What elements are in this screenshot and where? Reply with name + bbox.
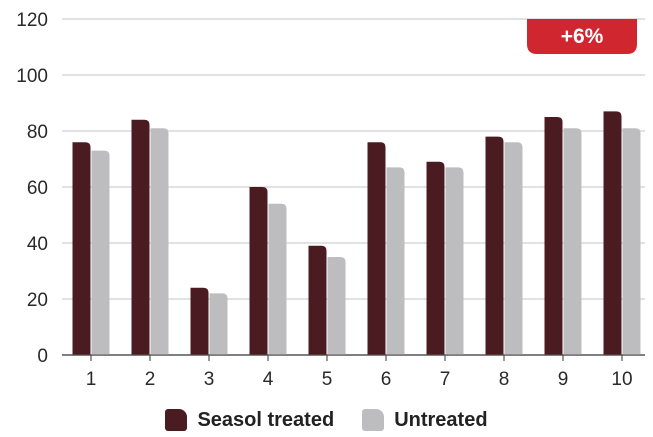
bar-seasol-treated <box>131 119 150 355</box>
y-tick-label: 20 <box>27 290 48 311</box>
x-tick-label: 4 <box>263 369 274 390</box>
bar-untreated <box>91 150 110 355</box>
legend-swatch-seasol-treated <box>165 409 188 431</box>
bar-seasol-treated <box>308 245 327 355</box>
y-tick-label: 40 <box>27 234 48 255</box>
y-tick-label: 100 <box>16 66 48 87</box>
y-tick-label: 0 <box>37 346 48 367</box>
y-tick-label: 80 <box>27 122 48 143</box>
y-tick-label: 60 <box>27 178 48 199</box>
bar-untreated <box>268 203 287 355</box>
bar-untreated <box>622 128 641 355</box>
annotation-text: +6% <box>561 25 604 48</box>
y-axis: 0 20 40 60 80 100 120 <box>16 10 48 367</box>
x-tick-label: 1 <box>86 369 97 390</box>
bars <box>72 111 641 355</box>
bar-seasol-treated <box>367 142 386 355</box>
bar-untreated <box>209 293 228 355</box>
x-axis: 1 2 3 4 5 6 7 8 9 10 <box>86 355 633 390</box>
legend: Seasol treated Untreated <box>0 405 653 435</box>
annotation-badge: +6% <box>527 19 637 54</box>
annotation-badge-bg <box>527 19 637 54</box>
legend-item-seasol-treated: Seasol treated <box>165 409 334 432</box>
legend-label: Untreated <box>394 408 488 431</box>
bar-untreated <box>327 257 346 355</box>
bar-seasol-treated <box>603 111 622 355</box>
y-tick-label: 120 <box>16 10 48 31</box>
x-tick-label: 2 <box>145 369 156 390</box>
bar-untreated <box>150 128 169 355</box>
x-tick-label: 9 <box>558 369 569 390</box>
x-tick-label: 6 <box>381 369 392 390</box>
bar-seasol-treated <box>249 187 268 355</box>
legend-swatch-untreated <box>362 409 385 431</box>
bar-chart: 0 20 40 60 80 100 120 1 2 3 4 5 6 7 8 9 10 +6% <box>16 10 645 390</box>
x-tick-label: 5 <box>322 369 333 390</box>
legend-label: Seasol treated <box>197 408 335 431</box>
bar-untreated <box>563 128 582 355</box>
bar-untreated <box>504 142 523 355</box>
bar-untreated <box>386 167 405 355</box>
x-tick-label: 8 <box>499 369 510 390</box>
bar-seasol-treated <box>190 287 209 355</box>
bar-seasol-treated <box>72 142 91 355</box>
bar-seasol-treated <box>485 136 504 355</box>
bar-seasol-treated <box>426 161 445 355</box>
x-tick-label: 10 <box>611 369 632 390</box>
bar-seasol-treated <box>544 117 563 355</box>
legend-item-untreated: Untreated <box>362 408 488 432</box>
x-tick-label: 3 <box>204 369 215 390</box>
bar-untreated <box>445 167 464 355</box>
x-tick-label: 7 <box>440 369 451 390</box>
